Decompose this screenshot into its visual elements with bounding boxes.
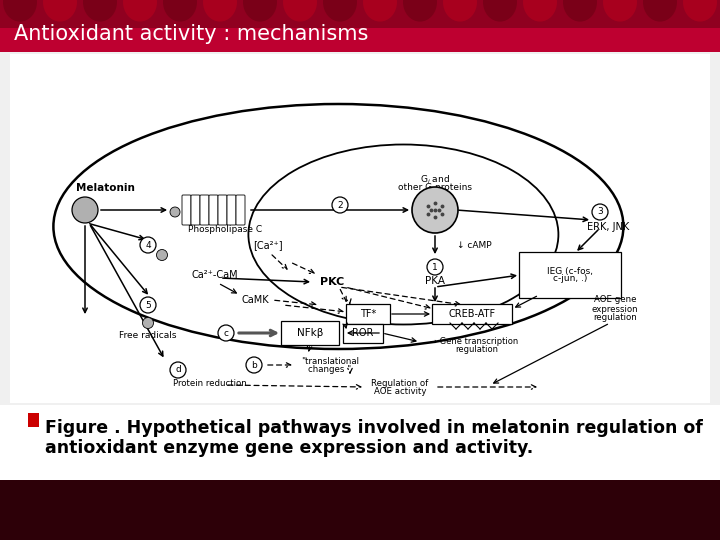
Circle shape <box>143 318 153 328</box>
FancyBboxPatch shape <box>343 323 383 342</box>
Ellipse shape <box>483 0 517 22</box>
FancyBboxPatch shape <box>200 195 209 225</box>
Text: expression: expression <box>592 305 639 314</box>
Circle shape <box>246 357 262 373</box>
Text: PKA: PKA <box>425 276 445 286</box>
Ellipse shape <box>203 0 237 22</box>
Circle shape <box>332 197 348 213</box>
Ellipse shape <box>363 0 397 22</box>
Bar <box>0 480 720 540</box>
Text: regulation: regulation <box>593 314 637 322</box>
Text: Ca²⁺-CaM: Ca²⁺-CaM <box>192 270 238 280</box>
Text: Figure . Hypothetical pathways involved in melatonin regulation of: Figure . Hypothetical pathways involved … <box>45 419 703 437</box>
FancyBboxPatch shape <box>209 195 218 225</box>
Text: NFkβ: NFkβ <box>297 328 323 338</box>
Text: 4: 4 <box>145 240 150 249</box>
Ellipse shape <box>53 104 624 349</box>
Text: ROR: ROR <box>352 328 374 338</box>
Ellipse shape <box>43 0 77 22</box>
FancyBboxPatch shape <box>182 195 191 225</box>
Text: ERK, JNK: ERK, JNK <box>587 222 629 232</box>
Text: → Gene transcription: → Gene transcription <box>430 338 518 347</box>
Ellipse shape <box>123 0 157 22</box>
Text: Regulation of: Regulation of <box>372 379 428 388</box>
Ellipse shape <box>643 0 677 22</box>
Circle shape <box>412 187 458 233</box>
Text: CREB-ATF: CREB-ATF <box>449 309 495 319</box>
Ellipse shape <box>563 0 597 22</box>
Ellipse shape <box>523 0 557 22</box>
Text: antioxidant enzyme gene expression and activity.: antioxidant enzyme gene expression and a… <box>45 439 534 457</box>
Text: c-jun, .): c-jun, .) <box>553 274 588 283</box>
Text: [Ca²⁺]: [Ca²⁺] <box>253 240 283 250</box>
Circle shape <box>140 297 156 313</box>
Text: ↓ cAMP: ↓ cAMP <box>457 240 492 249</box>
Bar <box>0 0 720 52</box>
Text: changes ": changes " <box>308 364 351 374</box>
Text: b: b <box>251 361 257 369</box>
Text: IEG (c-fos,: IEG (c-fos, <box>547 267 593 276</box>
FancyBboxPatch shape <box>236 195 245 225</box>
Ellipse shape <box>443 0 477 22</box>
Bar <box>0 52 720 405</box>
Text: 5: 5 <box>145 300 151 309</box>
Ellipse shape <box>3 0 37 22</box>
Text: AOE activity: AOE activity <box>374 387 426 395</box>
Text: d: d <box>175 366 181 375</box>
Circle shape <box>218 325 234 341</box>
Circle shape <box>170 207 180 217</box>
Text: Melatonin: Melatonin <box>76 183 135 193</box>
Ellipse shape <box>323 0 357 22</box>
Text: Antioxidant activity : mechanisms: Antioxidant activity : mechanisms <box>14 24 369 44</box>
Bar <box>10 54 710 403</box>
Text: 2: 2 <box>337 200 343 210</box>
Ellipse shape <box>83 0 117 22</box>
Ellipse shape <box>603 0 637 22</box>
Text: Phospholipase C: Phospholipase C <box>188 226 262 234</box>
Text: other G proteins: other G proteins <box>398 184 472 192</box>
FancyBboxPatch shape <box>281 321 339 345</box>
Text: CaMK: CaMK <box>241 295 269 305</box>
Text: TF*: TF* <box>360 309 376 319</box>
Text: 3: 3 <box>597 207 603 217</box>
Text: AOE gene: AOE gene <box>594 295 636 305</box>
Circle shape <box>72 197 98 223</box>
Ellipse shape <box>403 0 437 22</box>
Text: 1: 1 <box>432 262 438 272</box>
FancyBboxPatch shape <box>346 304 390 324</box>
Ellipse shape <box>248 145 559 325</box>
Ellipse shape <box>163 0 197 22</box>
Ellipse shape <box>683 0 717 22</box>
Ellipse shape <box>283 0 317 22</box>
Ellipse shape <box>243 0 277 22</box>
Circle shape <box>140 237 156 253</box>
Text: PKC: PKC <box>320 277 344 287</box>
FancyBboxPatch shape <box>191 195 200 225</box>
Circle shape <box>592 204 608 220</box>
Text: G$_i$ and: G$_i$ and <box>420 174 450 186</box>
Bar <box>0 405 720 480</box>
FancyBboxPatch shape <box>432 304 512 324</box>
Circle shape <box>170 362 186 378</box>
Text: Protein reduction: Protein reduction <box>173 379 247 388</box>
Text: "translational: "translational <box>301 356 359 366</box>
Circle shape <box>427 259 443 275</box>
FancyBboxPatch shape <box>218 195 227 225</box>
Circle shape <box>156 249 168 260</box>
Bar <box>0 0 720 28</box>
Bar <box>28 413 39 427</box>
Text: Free radicals: Free radicals <box>120 332 176 341</box>
FancyBboxPatch shape <box>227 195 236 225</box>
Text: regulation: regulation <box>455 346 498 354</box>
Text: c: c <box>223 328 228 338</box>
FancyBboxPatch shape <box>519 252 621 298</box>
